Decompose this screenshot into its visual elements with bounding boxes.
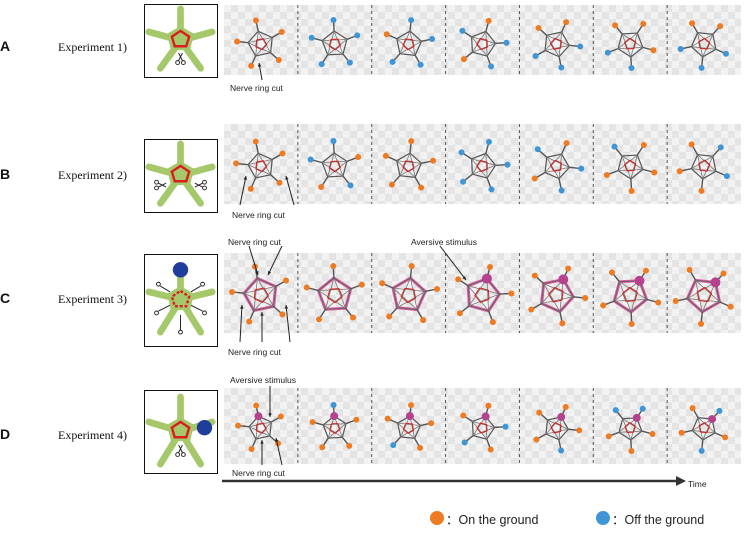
- aversive-stimulus-annotation-c: Aversive stimulus: [411, 237, 477, 247]
- on-ground-legend-label: ：On the ground: [446, 513, 539, 527]
- off-ground-legend-label: ：Off the ground: [612, 513, 705, 527]
- starfish-diagram-a: [145, 5, 216, 72]
- aversive-stimulus-annotation-d: Aversive stimulus: [230, 375, 296, 385]
- experiment-2-label: Experiment 2): [58, 168, 127, 182]
- time-arrowhead-icon: [676, 476, 686, 486]
- starfish-thumbnail-c: [144, 254, 218, 347]
- starfish-diagram-c: [145, 262, 216, 336]
- off-ground-legend-dot: [596, 511, 610, 525]
- nerve-ring-cut-annotation-a: Nerve ring cut: [230, 83, 283, 93]
- stimulus-ball-icon: [196, 419, 213, 436]
- experiment-1-label: Experiment 1): [58, 40, 127, 54]
- nerve-ring-cut-annotation-c-bottom: Nerve ring cut: [228, 347, 281, 357]
- scissors-icon: [175, 444, 186, 457]
- experiment-4-label: Experiment 4): [58, 428, 127, 442]
- nerve-ring-cut-annotation-c-top: Nerve ring cut: [228, 237, 281, 247]
- time-label: Time: [688, 479, 707, 489]
- starfish-diagram-d: [145, 393, 216, 468]
- timeline-strip-d: [224, 388, 741, 464]
- starfish-diagram-b: [145, 140, 216, 207]
- timeline-strip-a: [224, 5, 741, 75]
- starfish-thumbnail-d: [144, 390, 218, 474]
- timeline-strip-b: [224, 124, 741, 204]
- scissors-icon: [175, 52, 186, 65]
- starfish-thumbnail-a: [144, 4, 218, 78]
- stimulus-ball-icon: [172, 262, 189, 278]
- row-letter-a: A: [0, 38, 11, 54]
- scissors-icon: [154, 281, 207, 335]
- on-ground-legend-dot: [430, 511, 444, 525]
- scissors-icon: [154, 179, 207, 191]
- row-letter-d: D: [0, 426, 11, 442]
- timeline-strip-c: [224, 253, 741, 333]
- experiment-3-label: Experiment 3): [58, 292, 127, 306]
- nerve-ring-cut-annotation-d: Nerve ring cut: [232, 468, 285, 478]
- row-letter-c: C: [0, 290, 11, 306]
- row-letter-b: B: [0, 166, 11, 182]
- nerve-ring-cut-annotation-b: Nerve ring cut: [232, 210, 285, 220]
- starfish-thumbnail-b: [144, 139, 218, 213]
